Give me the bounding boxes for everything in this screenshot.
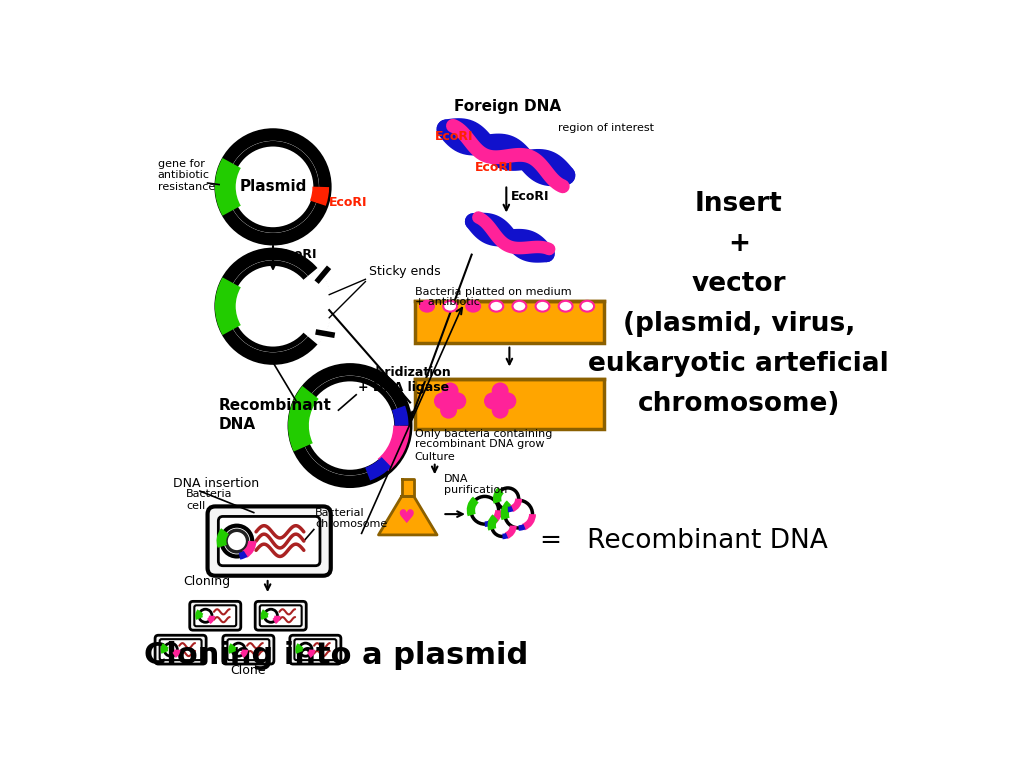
FancyBboxPatch shape bbox=[290, 635, 341, 664]
Text: Sticky ends: Sticky ends bbox=[370, 266, 441, 279]
Circle shape bbox=[484, 392, 501, 409]
Ellipse shape bbox=[466, 301, 480, 312]
Ellipse shape bbox=[536, 301, 550, 312]
Circle shape bbox=[220, 134, 326, 239]
Text: EcoRI: EcoRI bbox=[280, 249, 317, 261]
FancyBboxPatch shape bbox=[218, 516, 319, 566]
Ellipse shape bbox=[512, 301, 526, 312]
Circle shape bbox=[299, 643, 312, 656]
Text: Cloning into a plasmid: Cloning into a plasmid bbox=[144, 641, 528, 670]
Ellipse shape bbox=[443, 301, 457, 312]
Text: Cloning: Cloning bbox=[183, 575, 230, 588]
Text: Only bacteria containing: Only bacteria containing bbox=[416, 429, 553, 439]
Text: Culture: Culture bbox=[414, 452, 455, 462]
Text: Clone: Clone bbox=[229, 664, 265, 677]
Circle shape bbox=[492, 402, 509, 419]
FancyBboxPatch shape bbox=[155, 635, 206, 664]
Circle shape bbox=[505, 500, 532, 528]
Text: DNA
purification: DNA purification bbox=[444, 474, 507, 495]
Circle shape bbox=[221, 525, 252, 557]
Ellipse shape bbox=[581, 301, 594, 312]
Text: EcoRI: EcoRI bbox=[329, 196, 367, 209]
Circle shape bbox=[492, 515, 513, 537]
Text: recombinant DNA grow: recombinant DNA grow bbox=[416, 439, 545, 449]
Bar bbox=[416, 301, 604, 343]
Text: Plasmid: Plasmid bbox=[240, 180, 307, 194]
Text: Hybridization
+ DNA ligase: Hybridization + DNA ligase bbox=[357, 366, 452, 394]
Text: =   Recombinant DNA: = Recombinant DNA bbox=[541, 528, 828, 554]
Ellipse shape bbox=[559, 301, 572, 312]
Text: gene for
antibiotic
resistance: gene for antibiotic resistance bbox=[158, 159, 215, 192]
Circle shape bbox=[492, 382, 509, 399]
Circle shape bbox=[264, 609, 278, 622]
Bar bbox=[416, 379, 604, 429]
Circle shape bbox=[199, 609, 212, 622]
Text: Foreign DNA: Foreign DNA bbox=[455, 99, 561, 114]
Circle shape bbox=[230, 263, 316, 349]
Circle shape bbox=[450, 392, 466, 409]
FancyBboxPatch shape bbox=[227, 639, 269, 660]
Circle shape bbox=[500, 392, 516, 409]
Text: + antibiotic: + antibiotic bbox=[416, 296, 480, 306]
Circle shape bbox=[294, 369, 407, 482]
Circle shape bbox=[220, 254, 326, 359]
Circle shape bbox=[164, 643, 177, 656]
Circle shape bbox=[232, 643, 245, 656]
Circle shape bbox=[440, 402, 457, 419]
Ellipse shape bbox=[489, 301, 503, 312]
Circle shape bbox=[230, 144, 316, 230]
Text: Bacteria
cell: Bacteria cell bbox=[186, 489, 232, 511]
Text: Bacteria platted on medium: Bacteria platted on medium bbox=[416, 286, 572, 296]
Polygon shape bbox=[379, 496, 437, 535]
Text: Insert
+
vector
(plasmid, virus,
eukaryotic arteficial
chromosome): Insert + vector (plasmid, virus, eukaryo… bbox=[589, 190, 889, 417]
FancyBboxPatch shape bbox=[223, 635, 273, 664]
Text: Recombinant: Recombinant bbox=[219, 398, 332, 413]
Wedge shape bbox=[300, 269, 332, 344]
Text: DNA insertion: DNA insertion bbox=[173, 477, 259, 490]
Text: DNA: DNA bbox=[219, 418, 256, 432]
FancyBboxPatch shape bbox=[195, 605, 237, 626]
FancyBboxPatch shape bbox=[255, 601, 306, 631]
Text: EcoRI: EcoRI bbox=[511, 190, 550, 203]
Circle shape bbox=[497, 488, 518, 509]
FancyBboxPatch shape bbox=[295, 639, 336, 660]
Circle shape bbox=[471, 496, 499, 524]
Circle shape bbox=[303, 379, 397, 472]
Circle shape bbox=[441, 382, 459, 399]
Text: EcoRI: EcoRI bbox=[475, 161, 513, 174]
FancyBboxPatch shape bbox=[208, 506, 331, 576]
Text: region of interest: region of interest bbox=[558, 123, 654, 133]
Text: EcoRI: EcoRI bbox=[435, 130, 473, 143]
Circle shape bbox=[434, 392, 451, 409]
Text: Bacterial
chromosome: Bacterial chromosome bbox=[315, 508, 388, 529]
Polygon shape bbox=[401, 479, 414, 496]
FancyBboxPatch shape bbox=[189, 601, 241, 631]
Text: ♥: ♥ bbox=[397, 508, 415, 528]
FancyBboxPatch shape bbox=[260, 605, 302, 626]
FancyBboxPatch shape bbox=[160, 639, 202, 660]
Ellipse shape bbox=[420, 301, 434, 312]
